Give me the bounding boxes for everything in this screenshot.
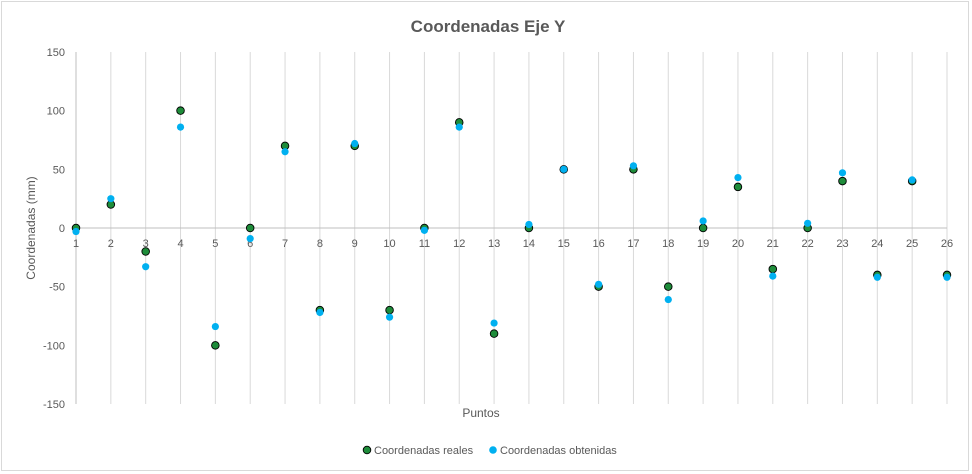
- real-point-10: [385, 305, 394, 315]
- obtained-point-10: [385, 313, 394, 321]
- legend-label-real: Coordenadas reales: [374, 445, 474, 457]
- obtained-point-6: [246, 234, 254, 243]
- x-tick-label: 4: [177, 238, 183, 250]
- x-tick-label: 11: [419, 238, 430, 250]
- x-tick-label: 3: [143, 238, 149, 250]
- obtained-point-1: [72, 227, 80, 236]
- x-tick-label: 6: [247, 238, 253, 250]
- x-tick-labels: 1 2 3 4 5 6 7 8 9 10 11 12 13 14 15 16 17 18 19 20 21 22 23 24 2…: [73, 238, 953, 250]
- x-tick-label: 2: [108, 238, 114, 250]
- obtained-point-11: [420, 226, 428, 234]
- obtained-point-7: [281, 148, 289, 156]
- obtained-point-2: [107, 195, 115, 203]
- obtained-point-3: [142, 263, 150, 271]
- x-tick-label: 8: [317, 238, 323, 250]
- real-point-23: [838, 176, 847, 186]
- obtained-point-8: [316, 308, 324, 317]
- x-tick-label: 16: [592, 238, 604, 250]
- real-point-4: [176, 106, 185, 115]
- x-tick-label: 13: [488, 238, 500, 250]
- obtained-point-20: [734, 173, 742, 182]
- y-tick-label: -100: [43, 340, 65, 352]
- x-tick-label: 24: [871, 238, 883, 250]
- obtained-point-26: [943, 273, 951, 281]
- axes: [75, 52, 947, 404]
- x-tick-label: 21: [767, 238, 779, 250]
- obtained-point-19: [699, 217, 707, 225]
- x-tick-label: 18: [662, 238, 674, 250]
- x-tick-label: 1: [73, 238, 79, 250]
- obtained-point-16: [595, 280, 603, 288]
- x-tick-label: 17: [627, 238, 639, 250]
- y-tick-label: 0: [59, 223, 65, 235]
- y-tick-labels: 150 100 50 0 -50 -100 -150: [43, 47, 65, 411]
- legend-marker-real: [362, 445, 372, 455]
- obtained-point-24: [873, 273, 881, 281]
- x-tick-label: 26: [941, 238, 953, 250]
- y-tick-label: 50: [53, 164, 65, 176]
- obtained-point-5: [211, 322, 219, 331]
- real-point-3: [141, 247, 150, 256]
- x-tick-label: 19: [697, 238, 709, 250]
- x-tick-label: 9: [352, 238, 358, 250]
- x-axis-label: Puntos: [462, 406, 499, 420]
- legend: Coordenadas reales Coordenadas obtenidas: [362, 445, 617, 457]
- obtained-point-12: [455, 123, 463, 131]
- obtained-point-17: [629, 162, 638, 170]
- obtained-point-25: [908, 176, 916, 184]
- obtained-point-21: [769, 272, 777, 280]
- x-tick-label: 14: [523, 238, 535, 250]
- obtained-point-9: [351, 139, 359, 148]
- data-points: [71, 106, 952, 350]
- obtained-point-15: [560, 165, 568, 173]
- chart-title: Coordenadas Eje Y: [411, 17, 566, 36]
- x-tick-label: 5: [212, 238, 218, 250]
- real-point-18: [664, 282, 673, 291]
- real-point-5: [211, 341, 220, 350]
- y-tick-label: -150: [43, 399, 65, 411]
- y-axis-label: Coordenadas (mm): [24, 176, 38, 279]
- obtained-point-18: [664, 295, 672, 304]
- x-tick-label: 15: [558, 238, 570, 250]
- real-point-13: [489, 329, 499, 338]
- obtained-point-23: [838, 169, 847, 177]
- y-tick-label: 150: [47, 47, 65, 59]
- real-point-19: [698, 223, 708, 233]
- x-tick-label: 23: [836, 238, 848, 250]
- obtained-point-14: [525, 220, 533, 229]
- x-tick-label: 12: [453, 238, 465, 250]
- x-tick-label: 10: [383, 238, 395, 250]
- legend-marker-obtained: [489, 446, 497, 454]
- x-tick-label: 7: [282, 238, 288, 250]
- y-tick-label: -50: [49, 282, 65, 294]
- obtained-point-22: [804, 219, 812, 227]
- y-tick-label: 100: [47, 106, 65, 118]
- real-point-6: [245, 223, 255, 233]
- x-tick-label: 20: [732, 238, 744, 250]
- legend-label-obtained: Coordenadas obtenidas: [500, 445, 617, 457]
- real-point-21: [768, 264, 778, 274]
- obtained-point-4: [176, 123, 185, 131]
- obtained-point-13: [490, 319, 498, 327]
- x-tick-label: 25: [906, 238, 918, 250]
- real-point-20: [733, 182, 743, 192]
- x-tick-label: 22: [802, 238, 814, 250]
